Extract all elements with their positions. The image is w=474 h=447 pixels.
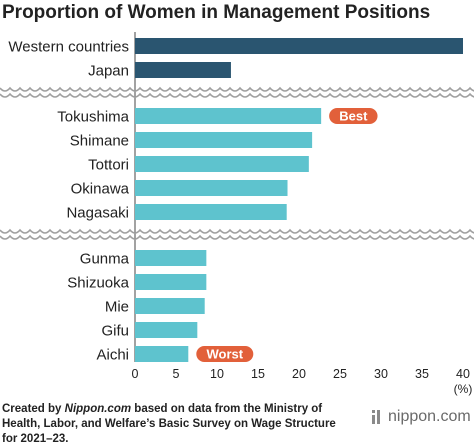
bar-shimane xyxy=(135,132,313,148)
axis-break-wave-1a xyxy=(0,86,474,92)
badge-best: Best xyxy=(339,109,368,124)
bar-nagasaki xyxy=(135,204,287,220)
x-tick-15: 15 xyxy=(251,367,265,381)
category-label-shizuoka: Shizuoka xyxy=(67,275,129,292)
brand-text: nippon.com xyxy=(388,408,471,425)
x-tick-5: 5 xyxy=(173,367,180,381)
category-label-gunma: Gunma xyxy=(80,251,130,268)
bar-tottori xyxy=(135,156,309,172)
badge-worst-bg xyxy=(196,346,254,362)
x-tick-20: 20 xyxy=(292,367,306,381)
x-tick-35: 35 xyxy=(415,367,429,381)
axis-break-wave-2a xyxy=(0,228,474,234)
category-label-gifu: Gifu xyxy=(101,323,129,340)
category-label-shimane: Shimane xyxy=(70,133,129,150)
category-label-tottori: Tottori xyxy=(88,157,129,174)
chart-title: Proportion of Women in Management Positi… xyxy=(2,2,431,23)
bar-shizuoka xyxy=(135,274,207,290)
x-tick-0: 0 xyxy=(132,367,139,381)
bar-japan xyxy=(135,62,231,78)
source-note: Created by Nippon.com based on data from… xyxy=(2,402,342,447)
source-note-site: Nippon.com xyxy=(64,403,132,415)
brand-logo: nippon.com xyxy=(372,408,471,426)
axis-break-wave-1b xyxy=(0,92,474,98)
axis-break-wave-2b xyxy=(0,234,474,240)
category-label-okinawa: Okinawa xyxy=(71,181,130,198)
badge-worst: Worst xyxy=(206,347,243,362)
bar-aichi xyxy=(135,346,189,362)
badge-best-bg xyxy=(329,108,378,124)
category-label-japan: Japan xyxy=(88,63,129,80)
category-label-mie: Mie xyxy=(105,299,129,316)
x-tick-10: 10 xyxy=(210,367,224,381)
category-label-aichi: Aichi xyxy=(96,347,129,364)
source-note-pre: Created by xyxy=(2,403,65,415)
category-label-tokushima: Tokushima xyxy=(57,109,129,126)
category-label-nagasaki: Nagasaki xyxy=(66,205,129,222)
x-axis-unit: (%) xyxy=(454,382,473,396)
bar-chart: Western countries Japan Tokushima Best Shima… xyxy=(0,32,474,396)
category-label-western-countries: Western countries xyxy=(8,39,129,56)
bar-gunma xyxy=(135,250,207,266)
bar-mie xyxy=(135,298,205,314)
bar-tokushima xyxy=(135,108,322,124)
x-tick-30: 30 xyxy=(374,367,388,381)
bar-gifu xyxy=(135,322,198,338)
x-tick-25: 25 xyxy=(333,367,347,381)
bar-okinawa xyxy=(135,180,288,196)
nippon-logo-mark-icon xyxy=(372,410,380,424)
bar-western-countries xyxy=(135,38,463,54)
x-tick-40: 40 xyxy=(456,367,470,381)
